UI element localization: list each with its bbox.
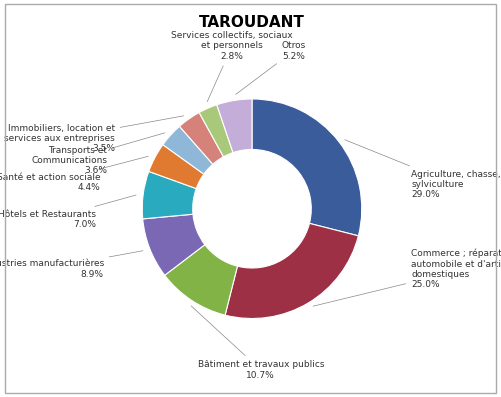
Wedge shape (225, 224, 358, 318)
Wedge shape (179, 112, 223, 164)
Wedge shape (143, 214, 205, 275)
Wedge shape (165, 245, 237, 315)
Title: TAROUDANT: TAROUDANT (199, 15, 305, 31)
Text: Immobiliers, location et
services aux entreprises
3.5%: Immobiliers, location et services aux en… (4, 116, 184, 153)
Wedge shape (163, 126, 213, 174)
Text: Otros
5.2%: Otros 5.2% (235, 41, 306, 94)
Wedge shape (149, 145, 204, 189)
Text: Industries manufacturières
8.9%: Industries manufacturières 8.9% (0, 251, 143, 279)
Wedge shape (252, 99, 362, 236)
Wedge shape (199, 105, 233, 157)
Text: Bâtiment et travaux publics
10.7%: Bâtiment et travaux publics 10.7% (191, 306, 324, 380)
Text: Hôtels et Restaurants
7.0%: Hôtels et Restaurants 7.0% (0, 195, 136, 229)
Text: Services collectifs, sociaux
et personnels
2.8%: Services collectifs, sociaux et personne… (171, 31, 293, 102)
Wedge shape (142, 172, 196, 219)
Text: Transports et
Communications
3.6%: Transports et Communications 3.6% (31, 133, 165, 175)
Text: Agriculture, chasse,
sylviculture
29.0%: Agriculture, chasse, sylviculture 29.0% (345, 140, 501, 199)
Wedge shape (217, 99, 252, 152)
Text: Santé et action sociale
4.4%: Santé et action sociale 4.4% (0, 156, 148, 192)
Text: Commerce ; réparations
automobile et d'articles
domestiques
25.0%: Commerce ; réparations automobile et d'a… (313, 249, 501, 306)
